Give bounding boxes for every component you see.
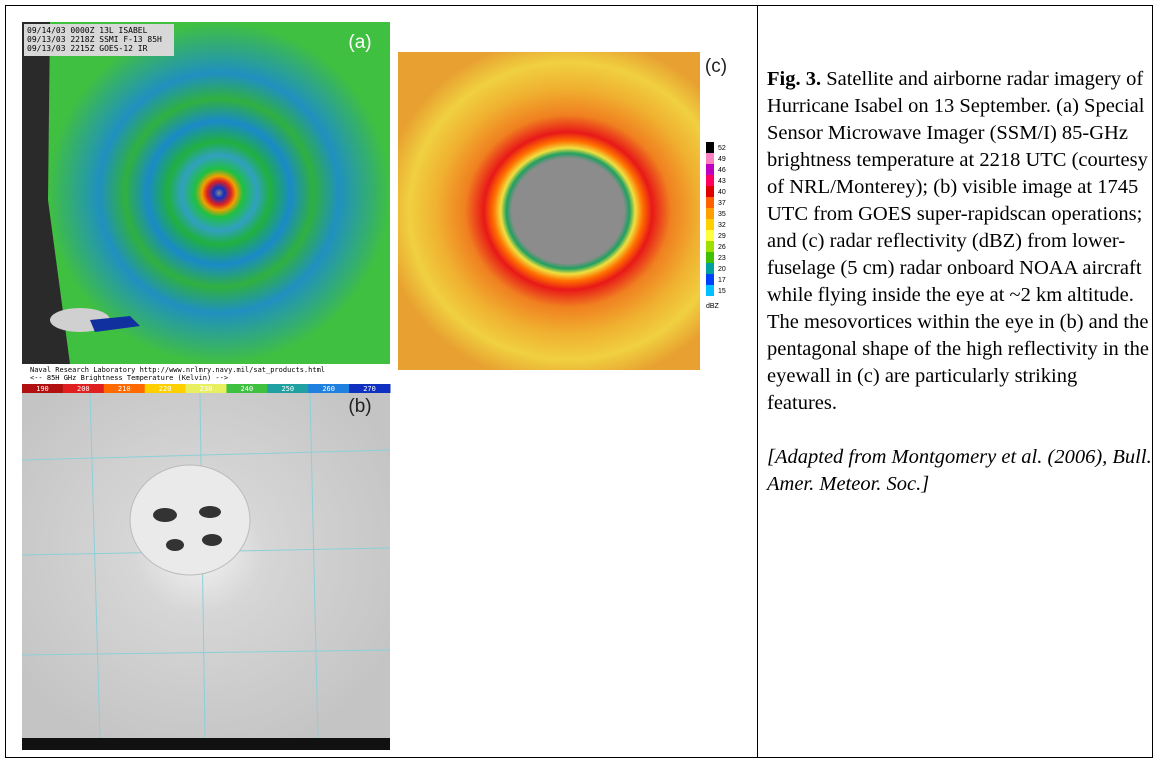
header-line: 09/13/03 2218Z SSMI F-13 85H: [27, 35, 162, 44]
colorbar-label: 270: [363, 385, 376, 393]
colorbar-label: 46: [718, 167, 726, 174]
footer-line: Naval Research Laboratory http://www.nrl…: [30, 366, 325, 374]
colorbar-cell: [706, 219, 714, 230]
colorbar-label: 200: [77, 385, 90, 393]
colorbar-cell: [706, 164, 714, 175]
colorbar-cell: [706, 208, 714, 219]
colorbar-label: 210: [118, 385, 131, 393]
panel-label: (b): [348, 396, 371, 417]
colorbar-label: 29: [718, 233, 726, 240]
colorbar-label: 43: [718, 178, 726, 185]
caption-label: Fig. 3.: [767, 68, 821, 90]
header-line: 09/14/03 0000Z 13L ISABEL: [27, 26, 148, 35]
colorbar-cell: [706, 197, 714, 208]
caption-source: [Adapted from Montgomery et al. (2006), …: [767, 444, 1152, 498]
colorbar-label: 52: [718, 145, 726, 152]
colorbar-cell: [706, 274, 714, 285]
colorbar-cell: [706, 186, 714, 197]
colorbar-cell: [706, 153, 714, 164]
panel-label: (c): [705, 56, 727, 77]
colorbar-cell: [706, 252, 714, 263]
eye-region: [130, 465, 250, 575]
footer-line: <-- 85H GHz Brightness Temperature (Kelv…: [30, 374, 228, 382]
figure-panels: 190 200 210 220 230 240 250 260 270 52 49 46 43 40 37…: [0, 0, 757, 760]
panel-b-footer-strip: [22, 738, 390, 750]
colorbar-label: 49: [718, 156, 726, 163]
colorbar-label: 240: [241, 385, 254, 393]
colorbar-cell: [706, 285, 714, 296]
colorbar-label: 15: [718, 288, 726, 295]
colorbar-label: 250: [281, 385, 294, 393]
panel-c-image: [398, 52, 738, 370]
colorbar-cell: [706, 230, 714, 241]
panel-a-colorbar: 190 200 210 220 230 240 250 260 270: [22, 384, 391, 393]
colorbar-label: 37: [718, 200, 726, 207]
caption-body: Fig. 3. Satellite and airborne radar ima…: [767, 66, 1152, 417]
colorbar-label: 190: [36, 385, 49, 393]
caption: Fig. 3. Satellite and airborne radar ima…: [767, 66, 1152, 498]
page: 190 200 210 220 230 240 250 260 270 52 49 46 43 40 37…: [0, 0, 1159, 765]
colorbar-label: 32: [718, 222, 726, 229]
colorbar-unit: dBZ: [706, 303, 720, 310]
caption-text: Satellite and airborne radar imagery of …: [767, 68, 1149, 414]
colorbar-label: 260: [322, 385, 335, 393]
colorbar-label: 17: [718, 277, 726, 284]
colorbar-cell: [706, 241, 714, 252]
colorbar-label: 40: [718, 189, 726, 196]
colorbar-cell: [706, 142, 714, 153]
header-line: 09/13/03 2215Z GOES-12 IR: [27, 44, 148, 53]
colorbar-label: 220: [159, 385, 172, 393]
colorbar-label: 23: [718, 255, 726, 262]
cell-divider: [757, 5, 758, 758]
colorbar-label: 35: [718, 211, 726, 218]
panel-label: (a): [348, 32, 371, 53]
colorbar-label: 230: [200, 385, 213, 393]
colorbar-label: 26: [718, 244, 726, 251]
colorbar-label: 20: [718, 266, 726, 273]
colorbar-cell: [706, 263, 714, 274]
colorbar-cell: [706, 175, 714, 186]
